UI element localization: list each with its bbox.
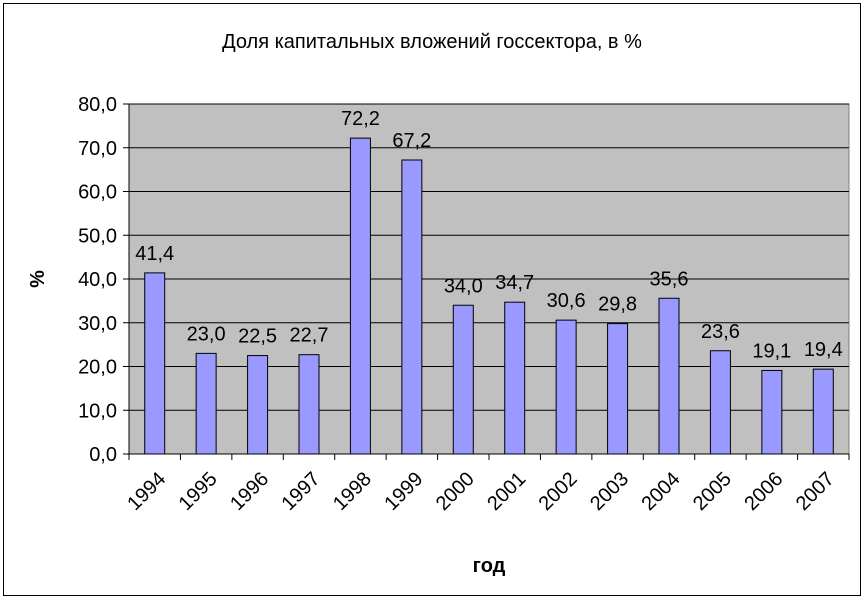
x-tick-label: 2003 [586,468,633,515]
bar-value-label: 19,1 [752,340,791,362]
bar-value-label: 30,6 [547,290,586,312]
x-tick-label: 2005 [689,468,736,515]
bar-value-label: 23,0 [187,323,226,345]
x-axis-label: год [473,555,506,577]
y-tick-label: 40,0 [78,269,117,291]
bar [761,369,783,455]
x-tick-label: 1994 [123,468,170,515]
y-tick-label: 10,0 [78,400,117,422]
x-tick-label: 2004 [638,468,685,515]
bar [401,159,423,455]
bar [195,352,217,455]
bar-value-label: 19,4 [804,339,843,361]
x-tick-label: 2007 [792,468,839,515]
y-tick-label: 70,0 [78,138,117,160]
bar [658,297,680,455]
x-tick-label: 1997 [278,468,325,515]
chart-title: Доля капитальных вложений госсектора, в … [222,31,642,53]
bar-value-label: 34,7 [495,272,534,294]
y-tick-label: 20,0 [78,357,117,379]
x-tick-label: 2001 [483,468,530,515]
bar [709,350,731,455]
plot-area: 0,0 10,0 20,0 30,0 40,0 50,0 60,0 70,0 80,0 41,4 1… [78,94,850,515]
bar-value-label: 35,6 [650,268,689,290]
y-tick-label: 0,0 [89,444,117,466]
bar-value-label: 67,2 [392,130,431,152]
y-tick-label: 60,0 [78,182,117,204]
bar-value-label: 22,7 [290,325,329,347]
x-tick-label: 1999 [380,468,427,515]
bar-value-label: 41,4 [135,243,174,265]
bar-value-label: 23,6 [701,321,740,343]
bar [298,354,320,455]
bar [452,304,474,455]
y-axis-label: % [27,270,49,288]
x-tick-label: 1995 [175,468,222,515]
x-tick-label: 2002 [535,468,582,515]
bar-value-label: 34,0 [444,275,483,297]
x-tick-label: 2000 [432,468,479,515]
bar [812,368,834,455]
bar [504,301,526,455]
bar [247,355,269,455]
bar [349,137,371,455]
bar [607,323,629,455]
bar [144,272,166,455]
y-tick-label: 30,0 [78,313,117,335]
bar-value-label: 29,8 [598,294,637,316]
y-tick-label: 80,0 [78,94,117,116]
x-tick-label: 2006 [740,468,787,515]
x-tick-label: 1998 [329,468,376,515]
bar [555,319,577,455]
bar-value-label: 72,2 [341,108,380,130]
x-tick-label: 1996 [226,468,273,515]
bar-value-label: 22,5 [238,326,277,348]
y-tick-label: 50,0 [78,225,117,247]
